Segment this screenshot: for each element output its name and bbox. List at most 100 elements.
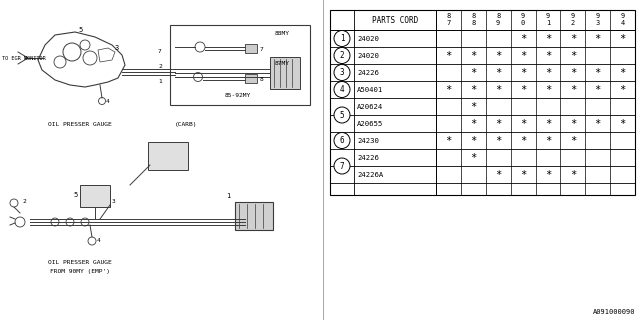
Text: 3: 3 [596, 20, 600, 26]
Text: 8: 8 [260, 76, 264, 82]
Text: *: * [545, 135, 551, 146]
Text: *: * [470, 118, 476, 129]
Text: *: * [495, 170, 501, 180]
Text: *: * [520, 84, 526, 94]
Bar [245, 74, 257, 83]
Text: *: * [570, 68, 576, 77]
Text: *: * [520, 68, 526, 77]
Text: *: * [595, 118, 601, 129]
Text: *: * [570, 84, 576, 94]
Text: *: * [445, 135, 452, 146]
Text: *: * [495, 68, 501, 77]
Text: *: * [470, 153, 476, 163]
Circle shape [334, 82, 350, 98]
Text: 24230: 24230 [357, 138, 379, 143]
Text: 2: 2 [22, 199, 26, 204]
Text: A091000090: A091000090 [593, 309, 635, 315]
Text: 9: 9 [521, 13, 525, 19]
Circle shape [334, 47, 350, 63]
Text: 2: 2 [571, 20, 575, 26]
Text: 87MY: 87MY [275, 61, 290, 66]
Circle shape [334, 158, 350, 174]
Text: *: * [570, 51, 576, 60]
Text: 2: 2 [340, 51, 344, 60]
Text: 5: 5 [78, 27, 83, 33]
Bar [235, 202, 273, 230]
Text: *: * [620, 118, 626, 129]
Text: *: * [495, 84, 501, 94]
Text: *: * [520, 170, 526, 180]
Text: *: * [595, 68, 601, 77]
Text: TO EGR MONITOR: TO EGR MONITOR [2, 55, 45, 60]
Text: 9: 9 [571, 13, 575, 19]
Text: *: * [445, 51, 452, 60]
Text: *: * [520, 34, 526, 44]
Text: (CARB): (CARB) [175, 122, 198, 126]
Bar [245, 44, 257, 53]
Text: 7: 7 [340, 162, 344, 171]
Text: *: * [545, 84, 551, 94]
Text: 0: 0 [521, 20, 525, 26]
Text: 4: 4 [97, 238, 100, 244]
Text: 9: 9 [496, 20, 500, 26]
Text: *: * [570, 118, 576, 129]
Text: *: * [470, 68, 476, 77]
Text: 3: 3 [115, 45, 119, 51]
Text: *: * [545, 170, 551, 180]
Circle shape [334, 30, 350, 46]
Text: 88MY: 88MY [275, 31, 290, 36]
Text: 1: 1 [226, 193, 230, 199]
Text: 4: 4 [340, 85, 344, 94]
Text: 1: 1 [546, 20, 550, 26]
Text: 85-92MY: 85-92MY [225, 93, 252, 98]
Text: OIL PRESSER GAUGE: OIL PRESSER GAUGE [48, 260, 112, 266]
Text: *: * [545, 51, 551, 60]
Text: 8: 8 [471, 20, 476, 26]
Text: 5: 5 [73, 192, 77, 198]
Text: *: * [470, 51, 476, 60]
Text: 9: 9 [596, 13, 600, 19]
Text: *: * [495, 135, 501, 146]
Text: *: * [620, 34, 626, 44]
Text: 3: 3 [112, 199, 116, 204]
Text: 2: 2 [158, 64, 162, 69]
Text: *: * [620, 84, 626, 94]
Text: *: * [545, 68, 551, 77]
Text: 6: 6 [340, 136, 344, 145]
Text: 24226A: 24226A [357, 172, 383, 178]
Text: PARTS CORD: PARTS CORD [372, 15, 418, 25]
Text: 4: 4 [620, 20, 625, 26]
Circle shape [334, 65, 350, 81]
Circle shape [334, 107, 350, 123]
Text: *: * [570, 135, 576, 146]
Text: *: * [520, 135, 526, 146]
Bar [148, 142, 188, 170]
Text: A20655: A20655 [357, 121, 383, 126]
Text: 3: 3 [340, 68, 344, 77]
Text: 1: 1 [158, 79, 162, 84]
Text: 24020: 24020 [357, 52, 379, 59]
Text: *: * [545, 118, 551, 129]
Text: *: * [595, 84, 601, 94]
Text: 5: 5 [340, 110, 344, 119]
Bar [270, 57, 300, 89]
Text: *: * [495, 118, 501, 129]
Text: 7: 7 [158, 49, 162, 54]
Text: 24226: 24226 [357, 69, 379, 76]
Text: *: * [595, 34, 601, 44]
Text: *: * [470, 101, 476, 111]
Text: 8: 8 [446, 13, 451, 19]
Text: *: * [445, 84, 452, 94]
Text: 4: 4 [106, 99, 109, 103]
Text: 24020: 24020 [357, 36, 379, 42]
Text: 7: 7 [260, 46, 264, 52]
Text: OIL PRESSER GAUGE: OIL PRESSER GAUGE [48, 122, 112, 126]
Text: *: * [620, 68, 626, 77]
Text: *: * [495, 51, 501, 60]
Text: 8: 8 [471, 13, 476, 19]
Text: 24226: 24226 [357, 155, 379, 161]
Text: *: * [570, 170, 576, 180]
Text: 1: 1 [340, 34, 344, 43]
Text: 9: 9 [620, 13, 625, 19]
Circle shape [334, 132, 350, 148]
